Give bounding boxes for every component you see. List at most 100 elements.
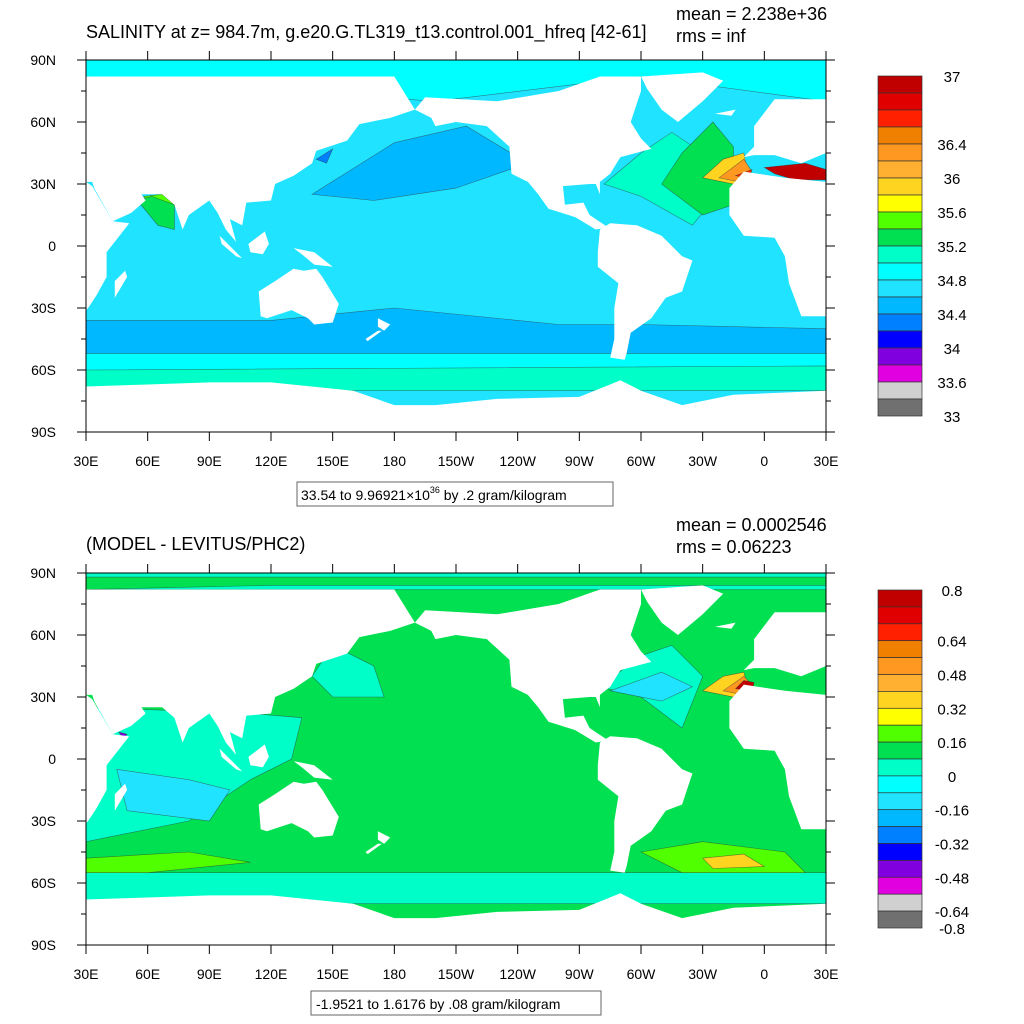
colorbar-box [877, 364, 923, 383]
x-tick-label: 120E [255, 966, 288, 982]
colorbar-box [877, 741, 923, 760]
colorbar-label: -0.16 [935, 803, 969, 820]
land-sumatra [219, 748, 243, 772]
x-tick-label: 90E [197, 966, 222, 982]
land-europe [743, 612, 826, 677]
colorbar-label: -0.8 [939, 921, 965, 938]
caption-times: ×10 [406, 487, 430, 503]
x-tick-label: 30W [688, 453, 718, 469]
range-caption: -1.9521 to 1.6176 by .08 gram/kilogram [310, 990, 602, 1016]
y-tick-label: 90N [30, 565, 56, 581]
colorbar-label: 35.2 [937, 239, 966, 256]
x-tick-label: 150W [438, 453, 475, 469]
colorbar-label: -0.32 [935, 837, 969, 854]
colorbar-label: 0.48 [937, 668, 966, 685]
colorbar-box [877, 398, 923, 417]
colorbar-box [877, 126, 923, 145]
land-eurasia [86, 76, 415, 242]
colorbar-label: 0.8 [942, 583, 963, 600]
contour-region [609, 671, 694, 702]
map-plot: 30E 60E 90E 120E 150E 180 150W 120W 90W 60W 30W 0 30… [30, 51, 838, 469]
land-eurasia [86, 589, 415, 755]
colorbar-label: 33.6 [937, 375, 966, 392]
colorbar-label: 34.8 [937, 273, 966, 290]
colorbar-box [877, 792, 923, 811]
rms-stat: rms = inf [676, 26, 747, 46]
panel-title: SALINITY at z= 984.7m, g.e20.G.TL319_t13… [86, 22, 647, 43]
colorbar-box [877, 826, 923, 844]
y-tick-label: 30N [30, 176, 56, 192]
land-samerica [597, 736, 693, 873]
colorbar-box [877, 589, 923, 608]
colorbar-box [877, 724, 923, 743]
panel-difference: (MODEL - LEVITUS/PHC2) mean = 0.0002546 … [30, 515, 969, 1016]
x-tick-label: 180 [383, 453, 407, 469]
x-tick-label: 120W [499, 966, 536, 982]
colorbar-label: 0.32 [937, 701, 966, 718]
colorbar-box [877, 893, 923, 912]
land-samerica [597, 223, 693, 360]
contour-region [763, 162, 826, 181]
contour-region [116, 768, 231, 822]
land-borneo [248, 744, 269, 768]
land-australia [258, 268, 339, 325]
land-africaE [86, 181, 130, 311]
colorbar-box [877, 313, 923, 332]
x-tick-label: 30E [814, 966, 839, 982]
colorbar-box [877, 640, 923, 658]
colorbar-label: 0 [948, 769, 956, 786]
contour-region [86, 576, 826, 590]
colorbar-box [877, 657, 923, 675]
contour-region [136, 196, 175, 230]
svg-text:33.54 to 9.96921×1036 by .2 gr: 33.54 to 9.96921×1036 by .2 gram/kilogra… [301, 485, 567, 503]
land-africaW [729, 684, 826, 830]
mean-stat: mean = 2.238e+36 [676, 4, 827, 24]
colorbar-box [877, 775, 923, 794]
land-namerica [414, 589, 652, 743]
land-antarctica [86, 380, 826, 432]
colorbar-label: 36.4 [937, 137, 966, 154]
land-newguinea [293, 248, 333, 267]
land-australia [258, 781, 339, 838]
colorbar-box [877, 347, 923, 366]
y-tick-label: 30S [31, 300, 56, 316]
x-tick-label: 90E [197, 453, 222, 469]
colorbar-label: 35.6 [937, 205, 966, 222]
colorbar-box [877, 876, 923, 895]
x-tick-label: 30E [814, 453, 839, 469]
x-tick-label: 60E [135, 453, 160, 469]
x-tick-label: 90W [565, 453, 595, 469]
land-nz2 [365, 330, 382, 342]
x-tick-label: 180 [383, 966, 407, 982]
colorbar-box [877, 691, 923, 709]
colorbar-box [877, 843, 923, 861]
colorbar-label: 37 [944, 69, 961, 86]
y-tick-label: 0 [48, 238, 56, 254]
colorbar-label: -0.64 [935, 904, 969, 921]
colorbar-label: 0.64 [937, 634, 966, 651]
colorbar-box [877, 262, 923, 281]
x-tick-label: 120W [499, 453, 536, 469]
y-tick-label: 90S [31, 424, 56, 440]
colorbar-box [877, 707, 923, 726]
x-tick-label: 60W [627, 966, 657, 982]
colorbar-box [877, 758, 923, 777]
land-borneo [248, 231, 269, 255]
colorbar-box [877, 860, 923, 878]
colorbar-box [877, 296, 923, 315]
land-madagascar [114, 270, 128, 298]
caption-text: -1.9521 to 1.6176 by .08 gram/kilogram [316, 996, 560, 1012]
colorbar-box [877, 194, 923, 213]
land-greenland [641, 72, 724, 122]
land-iceland [715, 109, 736, 116]
colorbar-box [877, 910, 923, 929]
colorbar-box [877, 160, 923, 179]
colorbar-box [877, 92, 923, 111]
contour-region [702, 853, 766, 869]
colorbar: 37 36.4 36 35.6 35.2 34.8 34.4 34 33.6 33 [877, 69, 967, 426]
caption-exponent: 36 [430, 485, 440, 495]
y-tick-label: 30N [30, 689, 56, 705]
land-africaW [729, 171, 826, 317]
colorbar-box [877, 245, 923, 264]
panel-title: (MODEL - LEVITUS/PHC2) [86, 534, 305, 554]
